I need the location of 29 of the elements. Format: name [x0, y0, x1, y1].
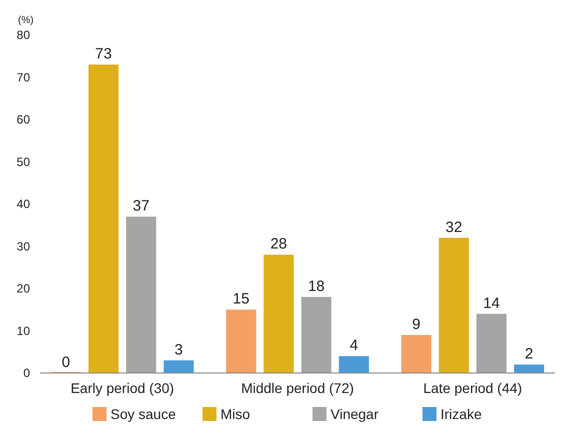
y-tick-label: 80	[16, 28, 30, 42]
y-tick-label: 40	[16, 197, 30, 212]
data-label: 3	[174, 341, 183, 358]
x-tick-label: Middle period (72)	[241, 380, 354, 396]
data-label: 0	[62, 354, 70, 371]
x-tick-label: Early period (30)	[70, 380, 174, 396]
data-label: 32	[446, 218, 462, 236]
legend-label: Vinegar	[330, 406, 379, 422]
y-tick-label: 60	[16, 112, 30, 127]
data-label: 2	[524, 346, 534, 363]
data-label: 28	[270, 236, 288, 253]
y-tick-label: 0	[23, 366, 30, 380]
data-label: 4	[350, 337, 358, 354]
data-label: 9	[412, 316, 420, 333]
legend-label: Miso	[220, 406, 250, 422]
data-label: 37	[132, 198, 150, 215]
y-tick-label: 30	[16, 239, 30, 254]
y-tick-label: 20	[16, 282, 30, 296]
y-tick-label: 10	[16, 324, 30, 338]
y-axis-title: (%)	[18, 15, 34, 26]
data-label: 15	[232, 290, 250, 308]
x-tick-label: Late period (44)	[423, 380, 522, 396]
legend-label: Irizake	[440, 406, 482, 422]
data-label: 73	[95, 46, 112, 63]
y-tick-label: 50	[16, 154, 30, 169]
y-tick-label: 70	[16, 70, 30, 84]
data-label: 14	[483, 294, 500, 312]
legend-label: Soy sauce	[110, 406, 176, 422]
data-label: 18	[308, 278, 325, 295]
